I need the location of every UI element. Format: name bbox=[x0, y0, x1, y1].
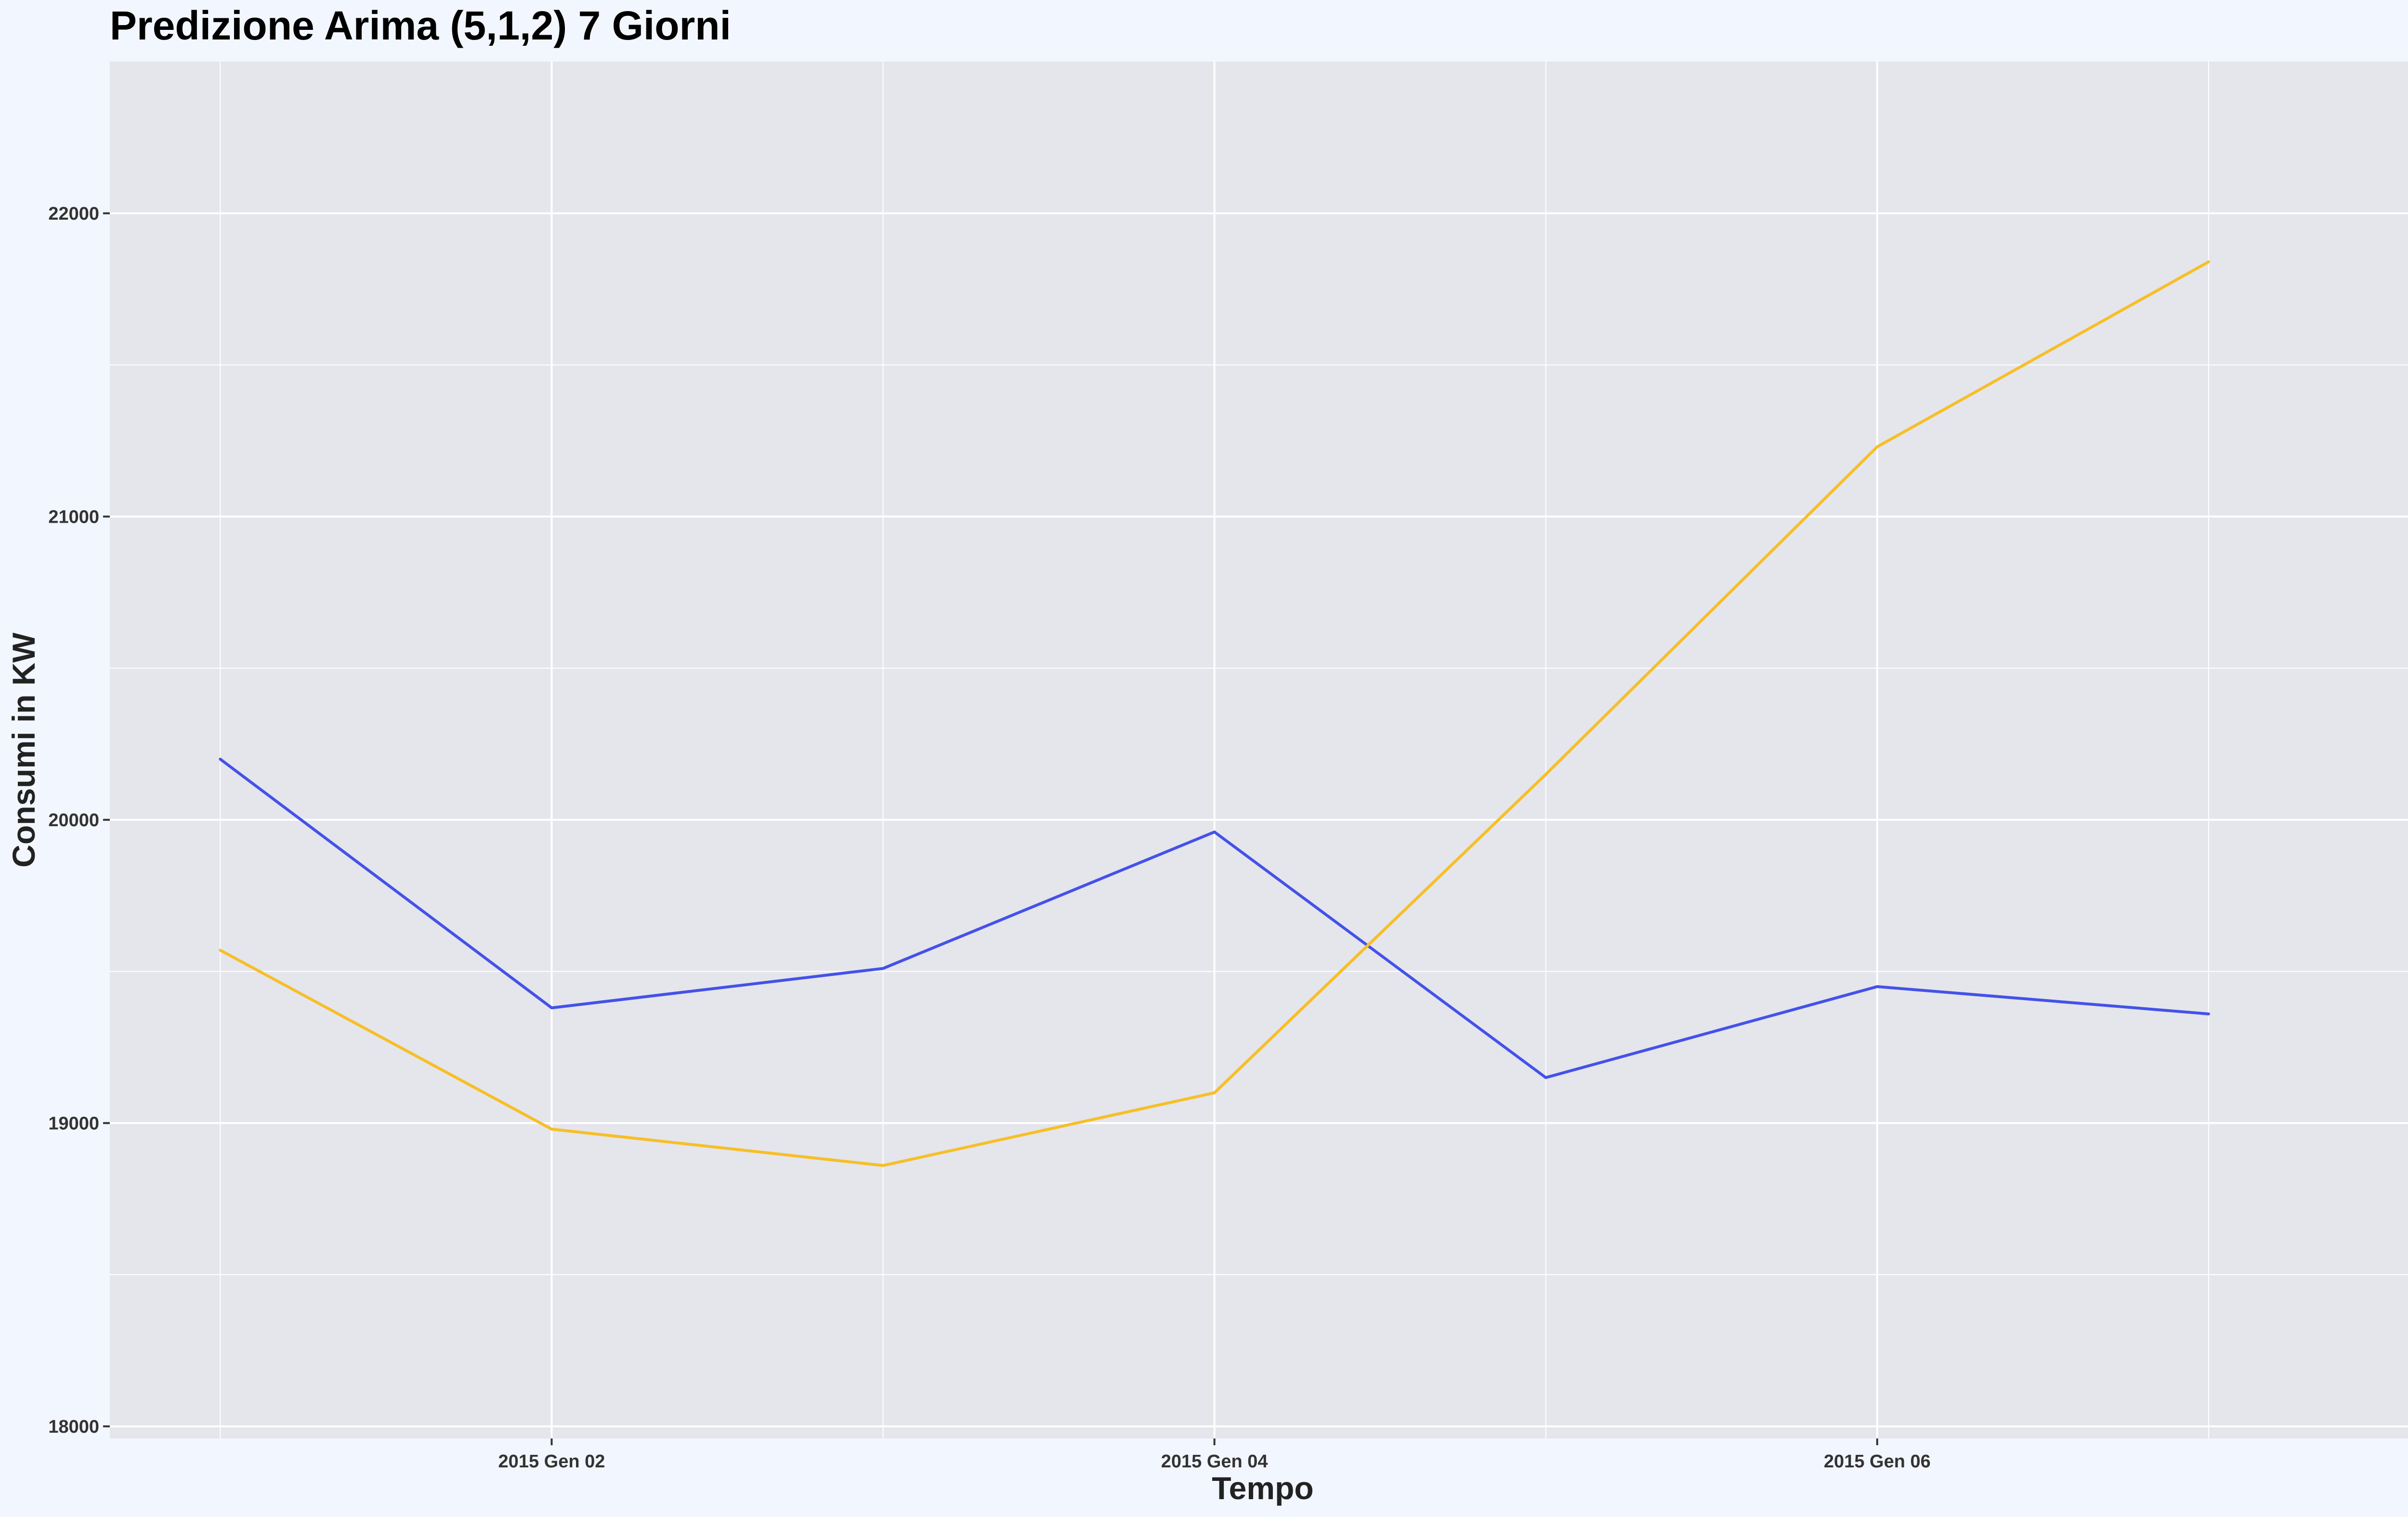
x-axis-title: Tempo bbox=[1212, 1470, 1313, 1506]
y-tick-label: 22000 bbox=[48, 204, 99, 224]
x-tick-label: 2015 Gen 06 bbox=[1824, 1451, 1931, 1472]
x-tick-label: 2015 Gen 04 bbox=[1161, 1451, 1268, 1472]
plot-panel bbox=[110, 62, 2408, 1438]
y-tick-label: 20000 bbox=[48, 810, 99, 831]
y-tick-label: 21000 bbox=[48, 507, 99, 527]
series-layer bbox=[219, 260, 2210, 1167]
series-line-2 bbox=[219, 260, 2210, 1167]
grid bbox=[110, 62, 2408, 1438]
chart-title: Predizione Arima (5,1,2) 7 Giorni bbox=[110, 3, 731, 48]
axis-ticks: 18000 19000 20000 21000 22000 2015 Gen 02 2015… bbox=[48, 204, 1930, 1472]
y-tick-label: 19000 bbox=[48, 1113, 99, 1134]
series-line-1 bbox=[219, 757, 2210, 1079]
y-axis-title: Consumi in KW bbox=[6, 632, 41, 867]
y-tick-label: 18000 bbox=[48, 1417, 99, 1437]
x-tick-label: 2015 Gen 02 bbox=[498, 1451, 605, 1472]
